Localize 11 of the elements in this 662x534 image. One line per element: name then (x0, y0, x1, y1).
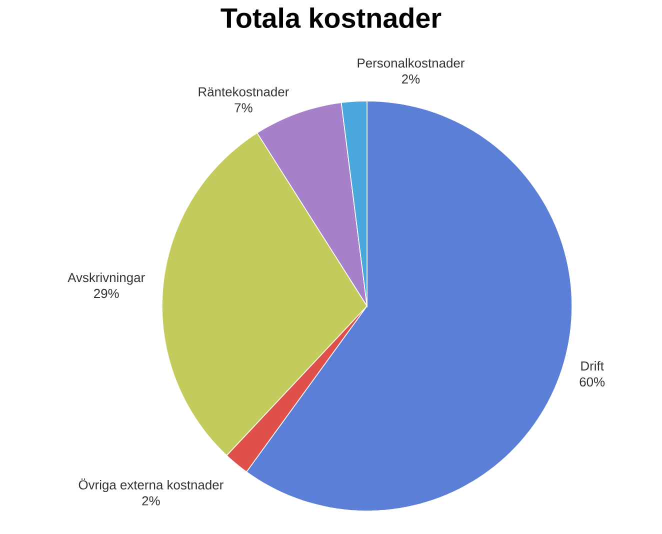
slice-label: Personalkostnader (358, 58, 465, 68)
data-label: 29% (94, 288, 119, 298)
slice-label: Räntekostnader (198, 86, 289, 96)
data-label: 2% (402, 74, 420, 84)
data-label: 7% (234, 103, 252, 112)
slice-label: Drift (581, 361, 604, 371)
data-label: 60% (580, 377, 605, 387)
slice-label: Övriga externa kostnader (78, 478, 224, 492)
slice-label: Avskrivningar (68, 272, 145, 285)
data-label: 2% (142, 496, 160, 506)
chart-title: Totala kostnader (220, 8, 442, 28)
